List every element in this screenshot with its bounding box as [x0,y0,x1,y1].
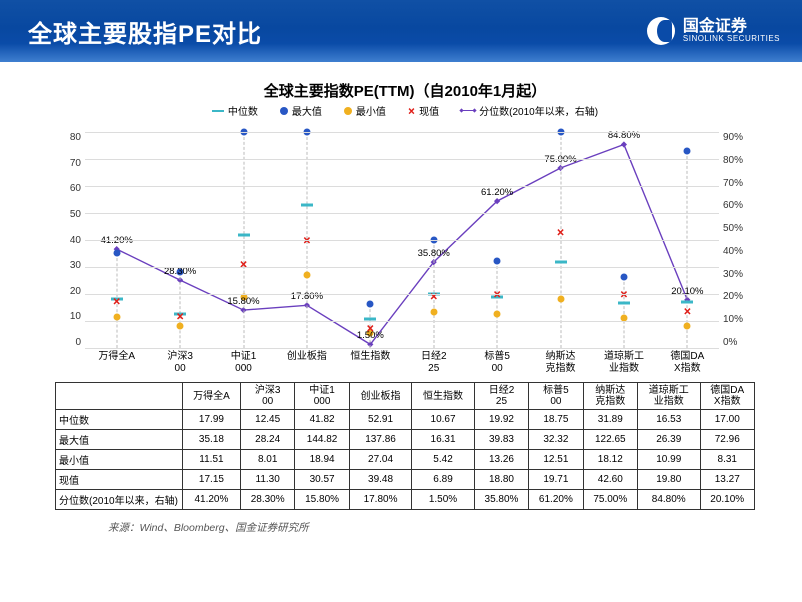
header: 全球主要股指PE对比 国金证券 SINOLINK SECURITIES [0,0,802,62]
company-logo: 国金证券 SINOLINK SECURITIES [647,17,780,45]
x-tick: 道琼斯工业指数 [592,348,655,382]
x-tick: 恒生指数 [339,348,402,382]
table-row: 中位数17.9912.4541.8252.9110.6719.9218.7531… [56,410,755,430]
table-col-header: 沪深300 [240,383,294,410]
table-col-header: 创业板指 [349,383,412,410]
chart-area: 80706050403020100 90%80%70%60%50%40%30%2… [55,124,755,382]
plot-area: ×41.20%×28.30%×15.80%×17.80%×1.50%×35.80… [85,132,719,348]
logo-icon [647,17,675,45]
y-axis-right: 90%80%70%60%50%40%30%20%10%0% [723,132,755,348]
x-tick: 标普500 [465,348,528,382]
x-tick: 万得全A [85,348,148,382]
table-row: 分位数(2010年以来，右轴)41.20%28.30%15.80%17.80%1… [56,490,755,510]
x-tick: 纳斯达克指数 [529,348,592,382]
logo-cn: 国金证券 [683,18,780,36]
x-tick: 中证1000 [212,348,275,382]
page-title: 全球主要股指PE对比 [28,14,262,49]
table-row: 最大值35.1828.24144.82137.8616.3139.8332.32… [56,430,755,450]
legend-min-label: 最小值 [356,103,386,118]
chart-legend: 中位数 最大值 最小值 × 现值 分位数(2010年以来，右轴) [48,103,762,118]
legend-percentile-icon [461,110,475,111]
table-col-header: 道琼斯工业指数 [638,383,701,410]
x-tick: 创业板指 [275,348,338,382]
table-row: 现值17.1511.3030.5739.486.8918.8019.7142.6… [56,470,755,490]
y-axis-left: 80706050403020100 [55,132,81,348]
x-axis: 万得全A沪深300中证1000创业板指恒生指数日经225标普500纳斯达克指数道… [85,348,719,382]
logo-en: SINOLINK SECURITIES [683,35,780,44]
chart-title: 全球主要指数PE(TTM)（自2010年1月起） [48,80,762,101]
table-col-header: 德国DAX指数 [700,383,755,410]
content-area: 全球主要指数PE(TTM)（自2010年1月起） 中位数 最大值 最小值 × 现值… [0,62,802,545]
table-col-header: 标普500 [529,383,583,410]
legend-percentile-label: 分位数(2010年以来，右轴) [479,103,598,118]
source-note: 来源：Wind、Bloomberg、国金证券研究所 [108,520,762,535]
legend-median-label: 中位数 [228,103,258,118]
x-tick: 德国DAX指数 [656,348,719,382]
data-table: 万得全A沪深300中证1000创业板指恒生指数日经225标普500纳斯达克指数道… [55,382,755,510]
table-col-header: 万得全A [182,383,240,410]
table-col-header: 中证1000 [295,383,349,410]
legend-max-icon [280,107,288,115]
table-col-header: 纳斯达克指数 [583,383,637,410]
legend-current-icon: × [408,104,415,118]
legend-current-label: 现值 [419,103,439,118]
x-tick: 沪深300 [148,348,211,382]
table-row: 最小值11.518.0118.9427.045.4213.2612.5118.1… [56,450,755,470]
legend-min-icon [344,107,352,115]
legend-max-label: 最大值 [292,103,322,118]
legend-median-icon [212,110,224,112]
table-col-header: 日经225 [474,383,528,410]
x-tick: 日经225 [402,348,465,382]
table-col-header: 恒生指数 [412,383,475,410]
